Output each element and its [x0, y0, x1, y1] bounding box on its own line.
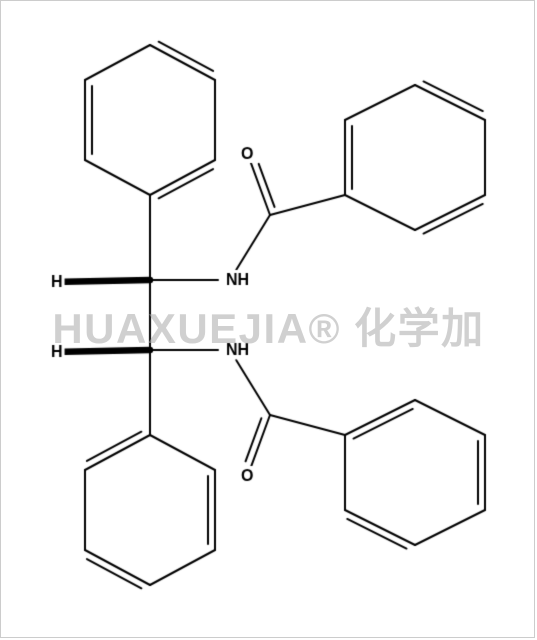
- chemical-structure-canvas: [0, 0, 537, 640]
